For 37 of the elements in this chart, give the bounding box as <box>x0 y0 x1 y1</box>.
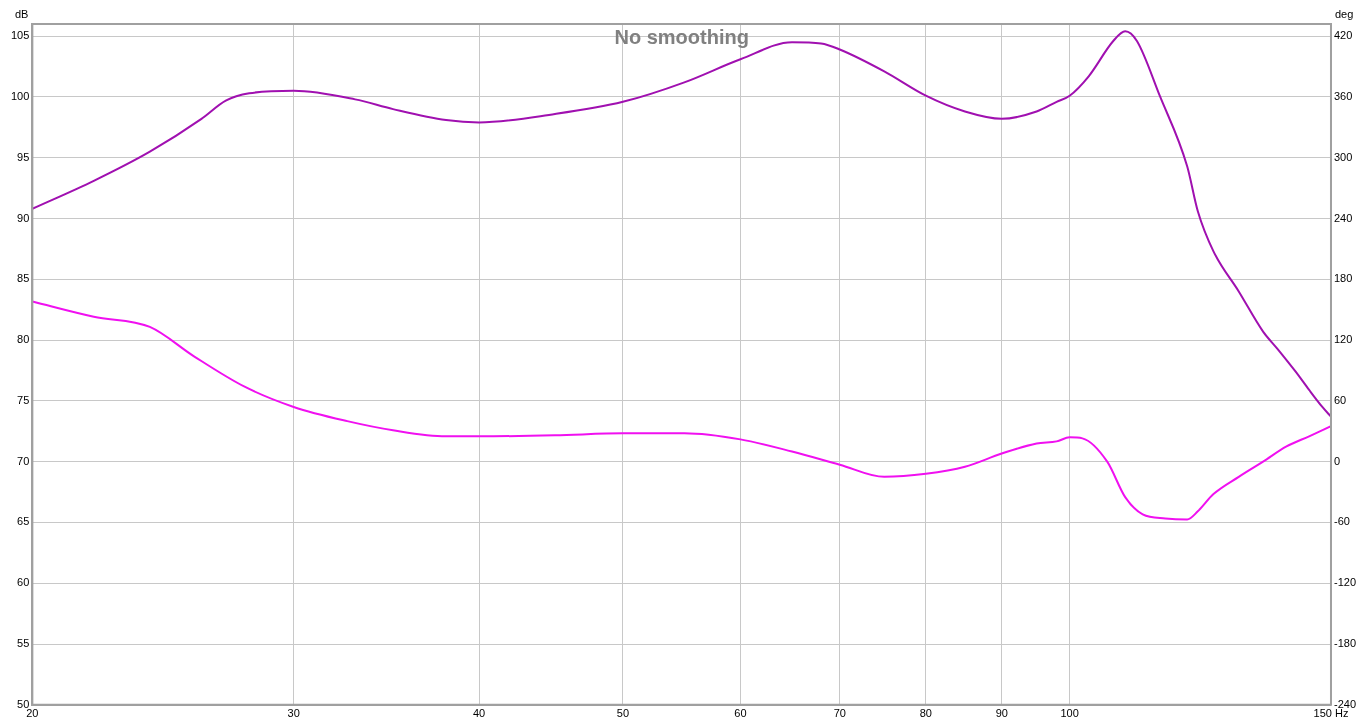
y-axis-title: dB <box>14 7 29 20</box>
y2-tick-label: -60 <box>1333 515 1350 528</box>
y-tick-label: 105 <box>10 29 30 42</box>
x-tick-label: 20 <box>26 707 39 720</box>
y2-tick-label: 240 <box>1333 211 1353 224</box>
y2-tick-label: -180 <box>1333 637 1357 650</box>
y-tick-label: 95 <box>17 150 30 163</box>
x-tick-label: 70 <box>833 707 846 720</box>
y-tick-label: 60 <box>17 576 30 589</box>
x-tick-label: 150 Hz <box>1313 707 1349 720</box>
x-tick-label: 30 <box>287 707 300 720</box>
y2-tick-label: 300 <box>1333 150 1353 163</box>
y-tick-label: 55 <box>17 637 30 650</box>
y2-tick-label: 120 <box>1333 333 1353 346</box>
y2-tick-label: -240 <box>1333 697 1357 710</box>
y-tick-label: 70 <box>17 454 30 467</box>
y-tick-label: 75 <box>17 393 30 406</box>
y2-tick-label: 180 <box>1333 272 1353 285</box>
y2-tick-label: 60 <box>1333 393 1347 406</box>
y-tick-label: 65 <box>17 515 30 528</box>
y-tick-label: 80 <box>17 333 30 346</box>
y-tick-label: 90 <box>17 211 30 224</box>
y-tick-label: 100 <box>10 89 30 102</box>
y2-axis-title: deg <box>1334 7 1354 20</box>
y2-tick-label: 420 <box>1333 29 1353 42</box>
y2-tick-label: -120 <box>1333 576 1357 589</box>
x-tick-label: 50 <box>616 707 630 720</box>
y2-tick-label: 0 <box>1333 454 1341 467</box>
x-tick-label: 100 <box>1060 707 1079 720</box>
y-tick-label: 50 <box>17 697 30 710</box>
x-tick-label: 80 <box>919 707 932 720</box>
y-tick-label: 85 <box>17 272 30 285</box>
x-tick-label: 40 <box>472 707 486 720</box>
x-tick-label: 60 <box>734 707 747 720</box>
x-tick-label: 90 <box>995 707 1008 720</box>
chart-title: No smoothing <box>614 25 749 48</box>
y2-tick-label: 360 <box>1333 89 1353 102</box>
